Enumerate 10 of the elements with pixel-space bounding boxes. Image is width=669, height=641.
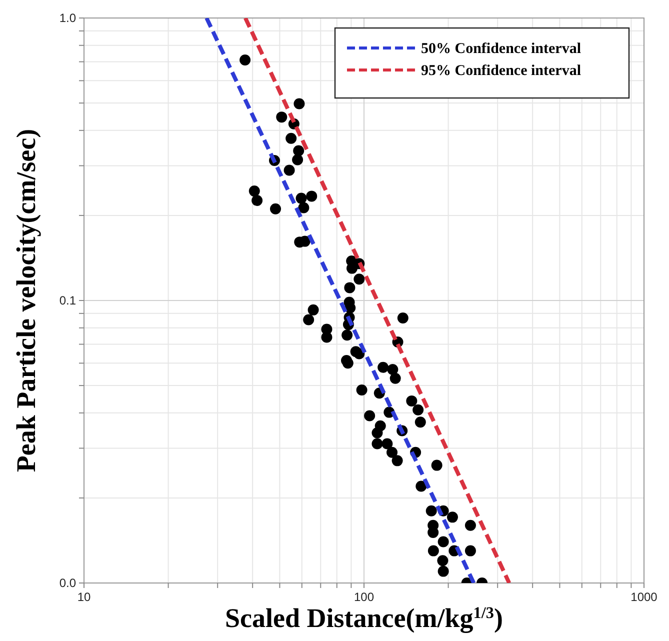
y-tick-label: 0.0 [59, 576, 76, 590]
y-tick-label: 0.1 [59, 294, 76, 308]
x-tick-label: 100 [354, 590, 374, 604]
x-axis-title: Scaled Distance(m/kg$^{1/3}$) [225, 603, 503, 633]
x-tick-label: 10 [77, 590, 91, 604]
legend-label: 50% Confidence interval [421, 41, 581, 57]
y-tick-label: 1.0 [59, 11, 76, 25]
y-axis-title: Peak Particle velocity(cm/sec) [11, 128, 41, 472]
x-tick-label: 1000 [630, 590, 658, 604]
legend-label: 95% Confidence interval [421, 63, 581, 79]
